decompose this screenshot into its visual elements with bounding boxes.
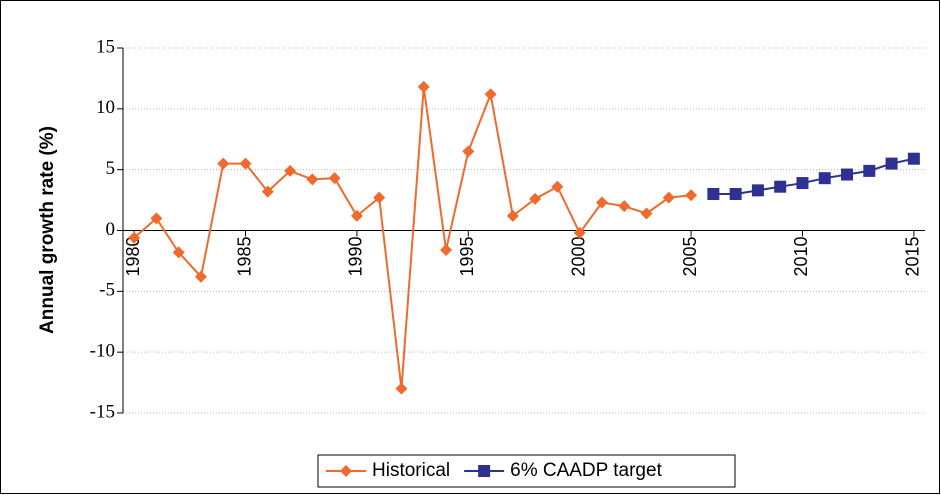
data-point [618, 200, 631, 213]
legend-marker [478, 465, 491, 477]
data-point [796, 177, 809, 190]
data-point [595, 196, 608, 209]
data-point [194, 270, 207, 283]
data-point [172, 246, 185, 259]
y-axis-label: Annual growth rate (%) [37, 126, 58, 334]
data-point [284, 164, 297, 177]
data-point [417, 80, 430, 93]
y-tick-label: -5 [99, 280, 115, 301]
x-tick-label: 2005 [680, 237, 700, 277]
legend-label: 6% CAADP target [510, 460, 662, 481]
data-point [751, 184, 764, 197]
data-point [640, 207, 653, 220]
data-point [261, 185, 274, 198]
x-tick-label: 2010 [791, 237, 811, 277]
data-point [529, 192, 542, 205]
y-tick-label: 5 [106, 158, 116, 179]
legend-label: Historical [372, 460, 450, 481]
data-point [506, 209, 519, 222]
data-point [239, 157, 252, 170]
x-tick-label: 2015 [903, 237, 923, 277]
data-point [818, 172, 831, 185]
y-tick-label: 15 [96, 36, 115, 57]
x-tick-label: 2000 [568, 237, 588, 277]
legend-marker [340, 465, 352, 477]
data-point [707, 188, 720, 200]
data-point [328, 172, 341, 185]
x-tick-label: 1995 [457, 237, 477, 277]
data-point [729, 188, 742, 200]
data-point [863, 164, 876, 177]
legend-box [317, 454, 736, 488]
x-tick-label: 1990 [346, 237, 366, 277]
data-point [350, 209, 363, 222]
data-point [484, 88, 497, 101]
y-tick-label: 10 [96, 97, 115, 118]
data-point [774, 180, 787, 193]
data-point [440, 243, 453, 256]
data-point [907, 152, 920, 165]
x-tick-label: 1985 [234, 237, 254, 277]
data-point [150, 212, 163, 225]
y-tick-label: -10 [90, 341, 115, 362]
data-point [841, 168, 854, 181]
series-line [713, 157, 915, 195]
data-point [685, 189, 698, 202]
x-tick-label: 1980 [123, 237, 143, 277]
data-point [573, 226, 586, 239]
data-point [662, 191, 675, 204]
data-point [128, 231, 141, 244]
y-tick-label: 0 [106, 219, 116, 240]
data-point [395, 382, 408, 395]
data-point [551, 180, 564, 193]
data-point [217, 157, 230, 170]
y-tick-label: -15 [90, 401, 115, 422]
data-point [885, 157, 898, 170]
data-point [462, 145, 475, 158]
data-point [373, 191, 386, 204]
data-point [306, 173, 319, 186]
